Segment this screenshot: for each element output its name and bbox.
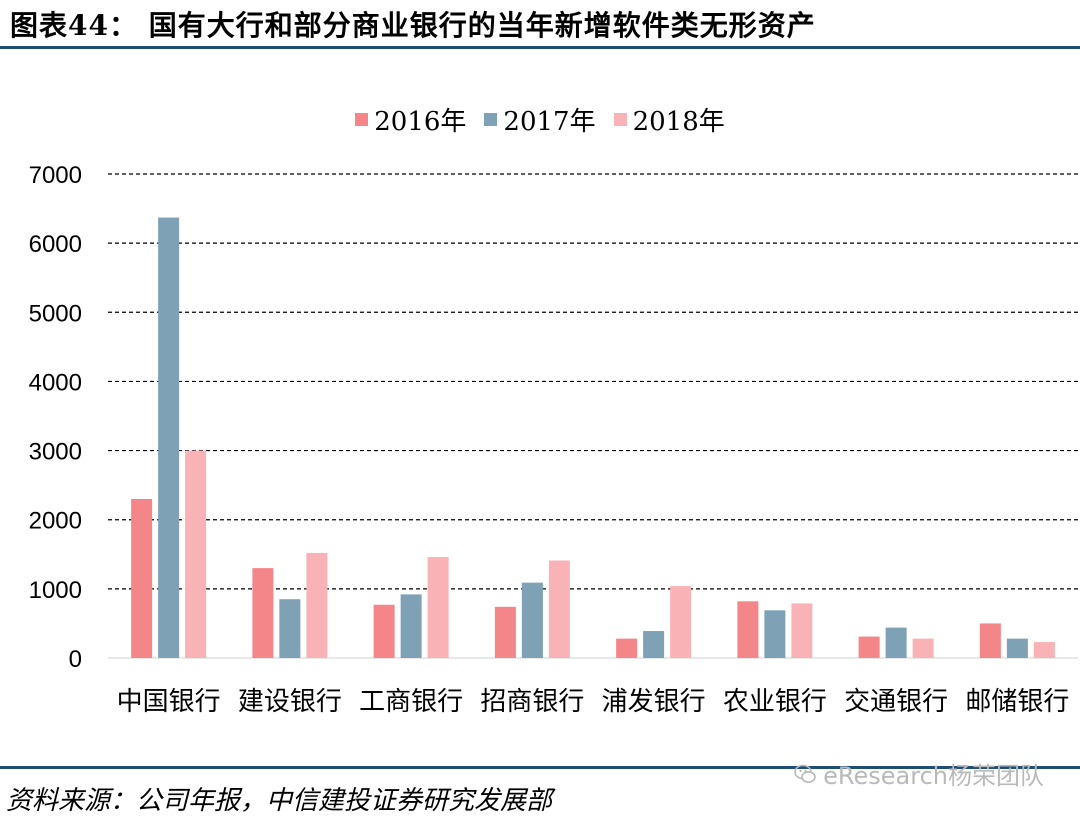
y-tick-label: 6000 [29, 231, 82, 258]
bar-2018年-浦发银行 [670, 586, 692, 658]
bar-2016年-邮储银行 [979, 623, 1001, 658]
x-tick-label: 招商银行 [480, 687, 584, 717]
legend-item-2018: 2018年 [613, 101, 725, 138]
bar-2018年-中国银行 [185, 450, 207, 658]
legend: 2016年 2017年 2018年 [0, 101, 1080, 138]
x-tick-label: 工商银行 [359, 687, 463, 717]
bar-2017年-浦发银行 [643, 631, 665, 658]
bar-2017年-邮储银行 [1006, 638, 1028, 658]
y-tick-label: 1000 [29, 577, 82, 604]
bar-2017年-农业银行 [764, 610, 786, 658]
legend-swatch-2017 [484, 113, 498, 126]
bar-2018年-邮储银行 [1033, 642, 1055, 658]
bar-2016年-交通银行 [858, 636, 880, 658]
bar-2017年-工商银行 [400, 594, 422, 658]
bar-2016年-中国银行 [131, 498, 153, 658]
x-tick-label: 交通银行 [844, 687, 948, 717]
bar-2016年-农业银行 [737, 601, 759, 658]
x-tick-label: 建设银行 [238, 687, 342, 717]
wechat-icon [794, 764, 816, 783]
legend-swatch-2018 [613, 113, 627, 126]
bar-2016年-工商银行 [373, 604, 395, 658]
bar-2017年-建设银行 [279, 599, 301, 658]
watermark: eResearch杨荣团队 [793, 756, 1044, 791]
bar-2018年-建设银行 [306, 552, 328, 658]
bar-2018年-招商银行 [548, 560, 570, 658]
bar-2017年-中国银行 [158, 217, 180, 658]
y-tick-label: 5000 [29, 300, 82, 327]
x-tick-label: 邮储银行 [965, 687, 1069, 717]
bar-2018年-交通银行 [912, 638, 934, 658]
y-tick-label: 0 [69, 646, 82, 673]
top-rule [0, 46, 1080, 49]
bar-chart: 0 1000 2000 3000 4000 5000 6000 7000 中国银行 建设银行 工商银… [29, 162, 1078, 717]
y-tick-label: 2000 [29, 508, 82, 535]
x-tick-label: 浦发银行 [602, 687, 706, 717]
chart-title: 图表44： 国有大行和部分商业银行的当年新增软件类无形资产 [10, 9, 816, 42]
bar-2016年-浦发银行 [616, 638, 638, 658]
bottom-rule [0, 766, 1080, 769]
legend-label-2018: 2018年 [632, 107, 725, 137]
bar-2017年-招商银行 [521, 582, 543, 658]
y-tick-label: 3000 [29, 439, 82, 466]
bar-2016年-建设银行 [252, 568, 274, 658]
y-tick-label: 7000 [29, 162, 82, 189]
legend-item-2016: 2016年 [355, 101, 466, 138]
bar-2018年-工商银行 [427, 557, 449, 658]
bar-2018年-农业银行 [791, 603, 813, 658]
bar-2017年-交通银行 [885, 627, 907, 658]
x-tick-label: 中国银行 [117, 687, 221, 717]
x-tick-label: 农业银行 [723, 687, 827, 717]
legend-label-2016: 2016年 [374, 107, 467, 137]
legend-swatch-2016 [355, 113, 369, 126]
legend-item-2017: 2017年 [484, 101, 596, 138]
y-tick-label: 4000 [29, 369, 82, 396]
legend-label-2017: 2017年 [503, 107, 596, 137]
source-note: 资料来源：公司年报，中信建投证券研究发展部 [6, 786, 553, 816]
bar-2016年-招商银行 [494, 606, 516, 658]
watermark-text: eResearch杨荣团队 [823, 762, 1044, 790]
